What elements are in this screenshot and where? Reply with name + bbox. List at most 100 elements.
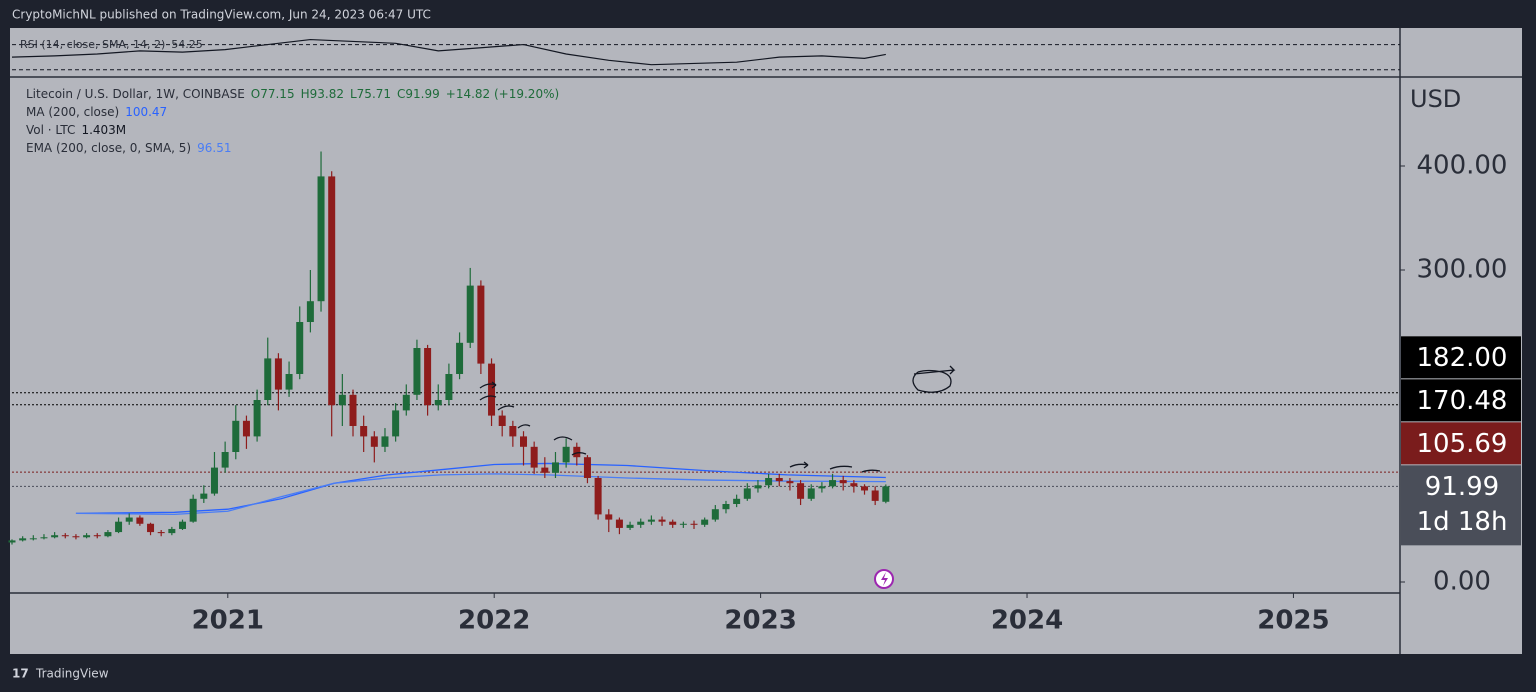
candle-body [349, 394, 357, 427]
candle-body [520, 436, 528, 447]
price-label: 170.48 [1417, 386, 1508, 416]
price-label-box [1401, 422, 1521, 465]
brand-logo: 17 [12, 667, 29, 681]
price-label-box [1401, 336, 1521, 379]
candle-body [626, 524, 634, 528]
brand: TradingView [35, 667, 109, 681]
candle-body [402, 394, 410, 411]
candle-body [679, 523, 687, 525]
candle-body [775, 478, 783, 482]
candle-body [637, 521, 645, 525]
candle-body [583, 457, 591, 479]
x-tick-label: 2025 [1257, 606, 1329, 636]
price-label-box [1401, 465, 1521, 546]
legend-row: MA (200, close) 100.47 [26, 105, 167, 119]
candle-body [669, 521, 677, 525]
legend-text: O77.15 [251, 87, 295, 101]
legend-text: +14.82 (+19.20%) [446, 87, 559, 101]
legend-text: MA (200, close) [26, 105, 119, 119]
x-tick-label: 2021 [192, 606, 264, 636]
candle-body [594, 478, 602, 515]
candle-body [157, 532, 165, 534]
candle-body [466, 285, 474, 343]
candle-body [200, 493, 208, 499]
moving-average [75, 462, 886, 515]
y-tick-label: 400.00 [1417, 151, 1508, 181]
candle-body [370, 436, 378, 447]
candle-body [232, 420, 240, 453]
candle-body [40, 537, 48, 539]
candle-body [147, 523, 155, 533]
candle-body [701, 519, 709, 525]
hand-drawn-annotations [479, 365, 956, 473]
legend-text: Litecoin / U.S. Dollar, 1W, COINBASE [26, 87, 245, 101]
candle-body [850, 483, 858, 487]
candle-body [104, 532, 112, 537]
candle-body [242, 420, 250, 437]
candle-body [829, 480, 837, 487]
legend-text: 100.47 [125, 105, 167, 119]
candle-body [690, 523, 698, 525]
candle-body [221, 452, 229, 468]
candle-body [125, 517, 133, 522]
candle-body [477, 285, 485, 364]
candle-body [83, 535, 91, 538]
legend-text: C91.99 [397, 87, 440, 101]
candle-body [136, 517, 144, 524]
legend-text: 1.403M [81, 123, 126, 137]
price-label: 105.69 [1417, 429, 1508, 459]
legend-text: 96.51 [197, 141, 231, 155]
candle-body [168, 528, 176, 534]
candle-body [711, 509, 719, 520]
x-tick-label: 2024 [991, 606, 1063, 636]
legend-text: Vol · LTC [26, 123, 75, 137]
moving-average [75, 473, 886, 516]
candle-body [19, 538, 27, 541]
countdown: 1d 18h [1417, 507, 1508, 537]
candle-body [818, 486, 826, 489]
candle-body [189, 498, 197, 522]
candle-body [51, 535, 59, 538]
legend-text: H93.82 [301, 87, 344, 101]
candle-body [733, 498, 741, 505]
legend-text: L75.71 [350, 87, 391, 101]
x-tick-label: 2022 [458, 606, 530, 636]
candle-body [306, 301, 314, 323]
candle-body [861, 486, 869, 491]
candle-body [274, 358, 282, 390]
y-tick-label: 0.00 [1433, 567, 1491, 597]
candle-body [61, 535, 69, 537]
candle-body [573, 446, 581, 458]
candle-body [445, 374, 453, 401]
candle-body [882, 486, 890, 502]
candle-body [765, 478, 773, 486]
legend-text: EMA (200, close, 0, SMA, 5) [26, 141, 191, 155]
candle-body [786, 481, 794, 484]
rsi-legend-text: 54.25 [171, 38, 203, 51]
candle-body [498, 415, 506, 427]
candle-body [317, 176, 325, 302]
candle-body [253, 400, 261, 437]
candle-body [72, 536, 80, 538]
candle-body [328, 176, 336, 406]
candle-body [797, 483, 805, 499]
price-label-box [1401, 379, 1521, 422]
candle-body [434, 400, 442, 406]
rsi-legend-text: RSI (14, close, SMA, 14, 2) [20, 38, 165, 51]
candle-body [754, 485, 762, 489]
candle-body [456, 342, 464, 375]
chart-background [10, 28, 1522, 654]
currency: USD [1410, 85, 1461, 113]
candle-body [8, 540, 16, 543]
candle-body [381, 436, 389, 447]
candle-body [488, 363, 496, 416]
candle-body [296, 322, 304, 375]
candle-body [285, 374, 293, 390]
legend-row: EMA (200, close, 0, SMA, 5) 96.51 [26, 141, 231, 155]
candle-body [210, 467, 218, 494]
candle-body [413, 348, 421, 395]
candle-body [551, 462, 559, 473]
candle-body [839, 480, 847, 484]
candle-body [264, 358, 272, 401]
